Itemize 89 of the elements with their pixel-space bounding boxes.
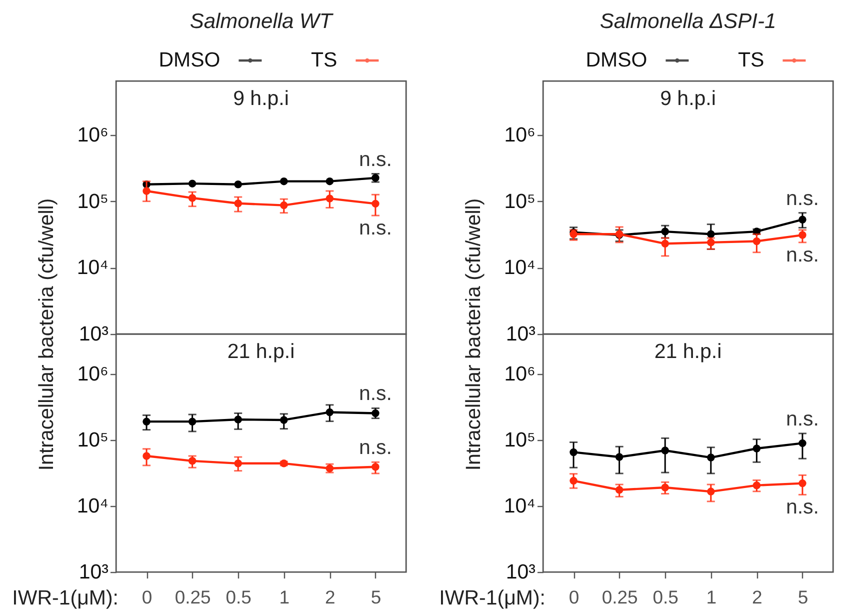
x-axis-title: IWR-1(μM): — [439, 586, 546, 610]
point — [142, 187, 150, 195]
chart-subtitle: 9 h.p.i — [660, 87, 716, 110]
annotation: n.s. — [786, 243, 819, 266]
point — [707, 238, 715, 246]
x-tick-label: 0.25 — [602, 586, 638, 608]
point — [188, 194, 196, 202]
y-tick-label: 10⁴ — [76, 494, 108, 518]
point — [234, 180, 242, 188]
x-axis-title: IWR-1(μM): — [12, 586, 118, 610]
y-tick-label: 10³ — [506, 560, 536, 584]
x-tick-label: 1 — [279, 586, 290, 608]
point — [615, 486, 624, 494]
point — [234, 200, 242, 208]
y-tick-label: 10⁶ — [504, 362, 536, 386]
chart-subtitle: 21 h.p.i — [227, 340, 295, 363]
point — [280, 201, 288, 210]
x-tick-label: 0.5 — [652, 586, 678, 608]
y-tick-label: 10⁵ — [504, 190, 536, 213]
point — [707, 488, 715, 496]
point — [234, 460, 242, 468]
y-tick-label: 10⁵ — [77, 190, 108, 213]
point — [326, 177, 334, 186]
point — [752, 481, 761, 490]
y-tick-label: 10³ — [78, 560, 109, 584]
point — [188, 457, 196, 465]
y-tick-label: 10³ — [506, 322, 536, 346]
point — [280, 416, 288, 424]
x-tick-label: 0 — [142, 586, 152, 608]
point — [707, 454, 715, 462]
legend-label: DMSO — [158, 48, 220, 72]
point — [142, 452, 150, 460]
point — [661, 228, 669, 236]
annotation: n.s. — [786, 407, 819, 430]
x-tick-label: 5 — [798, 586, 808, 608]
y-tick-label: 10⁶ — [504, 123, 536, 146]
chart-subtitle: 21 h.p.i — [654, 340, 722, 363]
y-tick-label: 10⁴ — [504, 494, 536, 518]
x-tick-label: 0.25 — [174, 586, 211, 608]
point — [661, 446, 669, 454]
x-tick-label: 1 — [706, 586, 717, 608]
point — [570, 448, 578, 456]
legend-label: DMSO — [586, 48, 648, 72]
y-tick-label: 10⁶ — [77, 362, 108, 386]
annotation: n.s. — [358, 216, 392, 240]
chart-subtitle: 9 h.p.i — [233, 87, 289, 110]
point — [798, 439, 806, 448]
point — [798, 231, 806, 239]
y-tick-label: 10⁵ — [77, 428, 108, 452]
y-tick-label: 10³ — [78, 322, 109, 346]
point — [326, 194, 334, 202]
chart-title: Salmonella WT — [190, 10, 334, 33]
y-axis-title: Intracellular bacteria (cfu/well) — [34, 198, 58, 471]
point — [707, 230, 715, 238]
point — [372, 409, 380, 418]
legend-label: TS — [738, 48, 764, 72]
annotation: n.s. — [786, 496, 819, 519]
point — [570, 476, 578, 485]
x-tick-label: 2 — [325, 586, 336, 608]
chart-title: Salmonella ΔSPI-1 — [600, 10, 776, 33]
point — [752, 444, 761, 452]
point — [372, 200, 380, 208]
annotation: n.s. — [358, 148, 392, 171]
x-tick-label: 0.5 — [226, 586, 252, 608]
point — [615, 453, 624, 461]
y-tick-label: 10⁵ — [504, 428, 536, 452]
annotation: n.s. — [358, 436, 392, 460]
point — [188, 180, 196, 188]
point — [661, 240, 669, 248]
point — [372, 463, 380, 471]
annotation: n.s. — [786, 186, 819, 210]
y-tick-label: 10⁶ — [77, 123, 108, 146]
y-tick-label: 10⁴ — [76, 256, 108, 280]
x-tick-label: 0 — [568, 586, 580, 608]
x-tick-label: 2 — [752, 586, 762, 608]
annotation: n.s. — [358, 382, 392, 406]
point — [142, 418, 150, 426]
x-tick-label: 5 — [370, 586, 382, 608]
point — [326, 408, 334, 416]
point — [188, 418, 196, 426]
y-axis-title: Intracellular bacteria (cfu/well) — [462, 198, 485, 471]
point — [280, 177, 288, 186]
point — [798, 479, 806, 488]
point — [798, 216, 806, 224]
y-tick-label: 10⁴ — [504, 256, 536, 280]
legend-label: TS — [310, 48, 338, 72]
point — [752, 237, 761, 246]
point — [661, 484, 669, 492]
point — [234, 416, 242, 424]
